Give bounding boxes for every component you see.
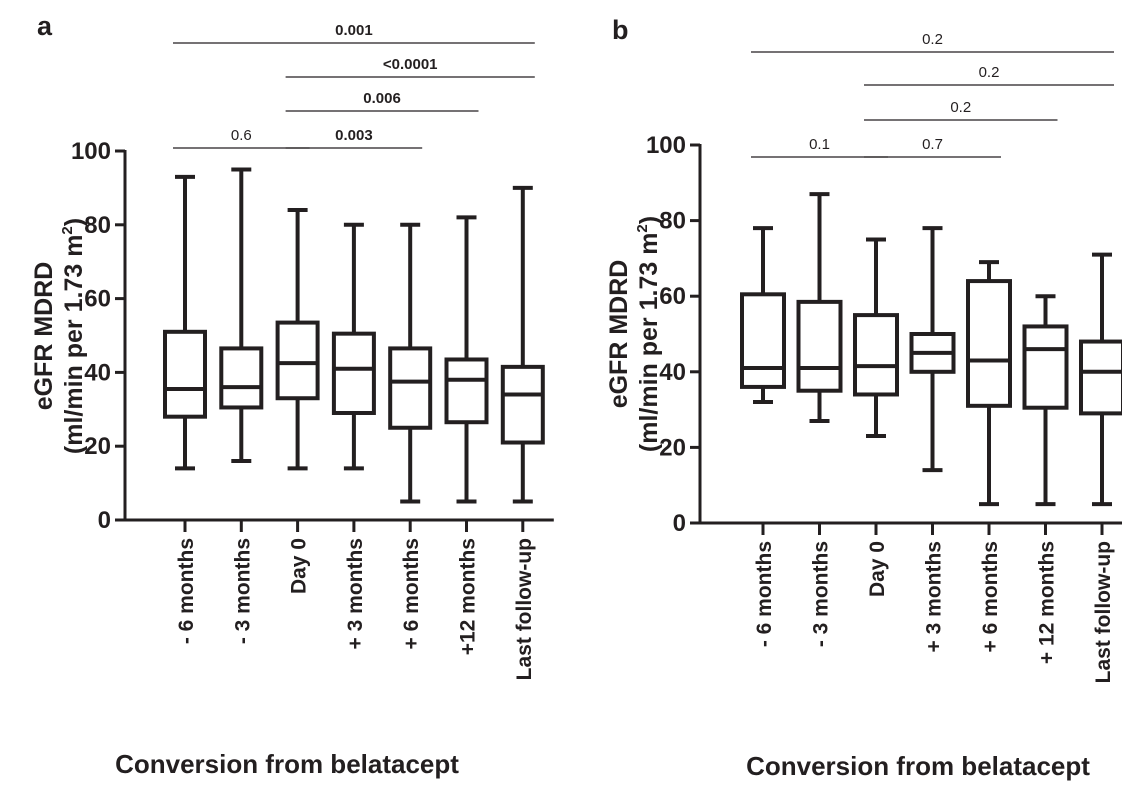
panel-a-boxes — [163, 167, 545, 504]
p-value-label: 0.006 — [363, 90, 401, 107]
iqr-box — [444, 357, 489, 425]
box-plot — [853, 237, 899, 439]
box-plot — [388, 222, 433, 504]
x-tick-label: Last follow-up — [513, 538, 536, 680]
panel-b-ylabel-units: (ml/min per 1.73 m — [635, 233, 663, 453]
iqr-box — [500, 364, 545, 445]
panel-b-ylabel-close: ) — [635, 216, 663, 224]
y-tick-label: 80 — [84, 212, 111, 239]
box-plot — [909, 226, 956, 473]
y-tick-label: 60 — [659, 283, 686, 310]
panel-a-xlabel: Conversion from belatacept — [115, 749, 459, 779]
x-tick-label: + 6 months — [400, 538, 423, 649]
p-value-label: 0.001 — [335, 22, 373, 39]
iqr-box — [740, 292, 786, 389]
panel-b-axes: 0 20 40 60 80 100 — [646, 132, 1122, 537]
box-plot — [500, 185, 545, 504]
p-value-label: 0.1 — [809, 136, 830, 153]
panel-a-ylabel-close: ) — [60, 218, 88, 226]
x-tick-label: - 3 months — [810, 541, 833, 647]
panel-a-ylabel-line2: (ml/min per 1.73 m2) — [59, 218, 88, 454]
x-tick-label: Last follow-up — [1092, 541, 1115, 683]
x-tick-label: + 6 months — [979, 541, 1002, 652]
box-plot — [740, 226, 786, 405]
iqr-box — [331, 331, 376, 415]
x-tick-label: + 3 months — [344, 538, 367, 649]
panel-b-boxes — [740, 192, 1122, 507]
panel-a-ylabel-line1: eGFR MDRD — [30, 262, 58, 411]
box-plot — [966, 260, 1012, 507]
box-plot — [1079, 252, 1122, 507]
panel-a-ylabel-sup: 2 — [59, 226, 76, 234]
panel-b-letter: b — [612, 15, 629, 45]
p-value-label: 0.6 — [231, 127, 252, 144]
y-tick-label: 0 — [673, 510, 686, 537]
panel-b-ylabel-sup: 2 — [634, 224, 651, 232]
x-tick-label: - 6 months — [175, 538, 198, 644]
box-plot — [444, 215, 489, 504]
panel-b-ylabel-line1: eGFR MDRD — [605, 260, 633, 409]
x-tick-label: - 3 months — [231, 538, 254, 644]
y-tick-label: 20 — [84, 433, 111, 460]
p-value-label: 0.003 — [335, 127, 373, 144]
iqr-box — [163, 329, 207, 419]
panel-a-xticks: - 6 months - 3 months Day 0 + 3 months + 6 m… — [175, 520, 536, 680]
x-tick-label: +12 months — [457, 538, 480, 655]
y-tick-label: 20 — [659, 434, 686, 461]
iqr-box — [1079, 339, 1122, 416]
panel-a-axes: 0 20 40 60 80 100 — [71, 138, 554, 534]
panel-b: b eGFR MDRD (ml/min per 1.73 m2) 0 20 40 60… — [605, 15, 1122, 781]
iqr-box — [219, 346, 264, 410]
panel-a: a eGFR MDRD (ml/min per 1.73 m2) 0 20 40 60… — [30, 11, 554, 779]
p-value-label: 0.2 — [922, 31, 943, 48]
p-value-label: 0.7 — [922, 136, 943, 153]
iqr-box — [966, 279, 1012, 408]
y-tick-label: 100 — [646, 132, 686, 159]
y-tick-label: 40 — [84, 359, 111, 386]
panel-b-xlabel: Conversion from belatacept — [746, 751, 1090, 781]
x-tick-label: + 12 months — [1036, 541, 1059, 664]
y-tick-label: 60 — [84, 286, 111, 313]
box-plot — [1022, 294, 1069, 507]
panel-a-comparisons: 0.6 0.003 0.006 <0.0001 0.001 — [173, 22, 535, 149]
iqr-box — [796, 299, 843, 393]
x-tick-label: Day 0 — [866, 541, 889, 597]
x-tick-label: - 6 months — [753, 541, 776, 647]
y-tick-label: 0 — [98, 507, 111, 534]
box-plot — [163, 174, 207, 471]
y-tick-label: 40 — [659, 359, 686, 386]
iqr-box — [275, 320, 320, 401]
panel-b-xticks: - 6 months - 3 months Day 0 + 3 months + 6 m… — [753, 523, 1115, 683]
iqr-box — [388, 346, 433, 430]
p-value-label: 0.2 — [950, 99, 971, 116]
box-plot — [219, 167, 264, 463]
panel-b-ylabel-line2: (ml/min per 1.73 m2) — [634, 216, 663, 452]
y-tick-label: 100 — [71, 138, 111, 165]
iqr-box — [1022, 324, 1069, 410]
panel-a-letter: a — [37, 11, 53, 41]
p-value-label: <0.0001 — [383, 56, 438, 73]
box-plot — [796, 192, 843, 423]
box-plot — [275, 208, 320, 471]
x-tick-label: Day 0 — [288, 538, 311, 594]
p-value-label: 0.2 — [979, 64, 1000, 81]
box-plot — [331, 222, 376, 471]
x-tick-label: + 3 months — [923, 541, 946, 652]
panel-a-ylabel-units: (ml/min per 1.73 m — [60, 235, 88, 455]
iqr-box — [853, 313, 899, 397]
y-tick-label: 80 — [659, 208, 686, 235]
panel-b-comparisons: 0.1 0.7 0.2 0.2 0.2 — [751, 31, 1114, 158]
